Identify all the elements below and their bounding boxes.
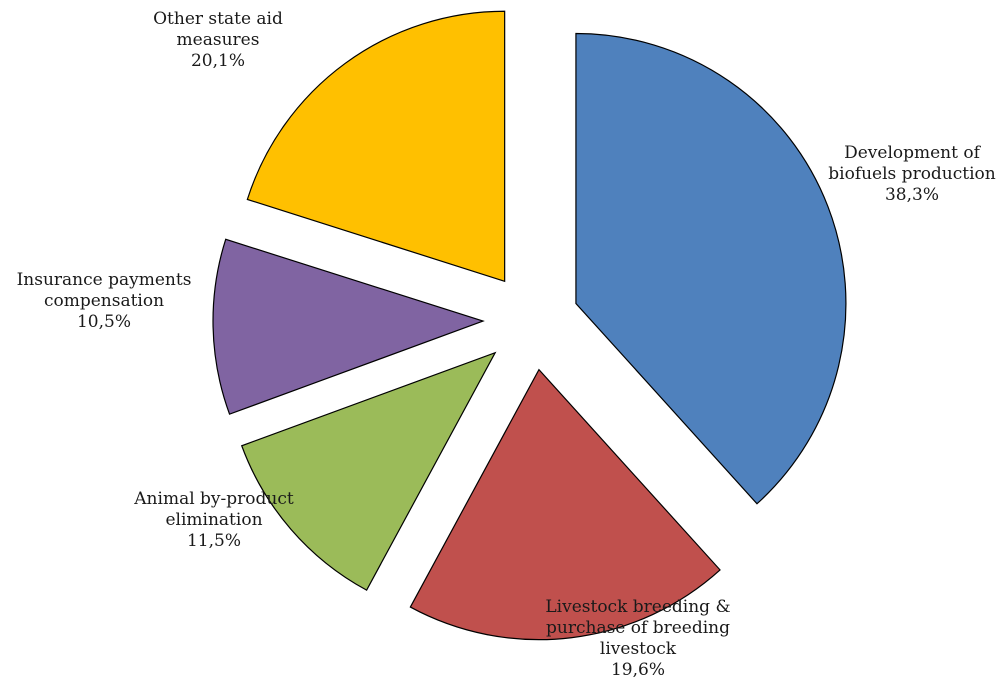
pie-category-label-line: Insurance payments (17, 270, 192, 290)
pie-category-label-line: Other state aid (153, 9, 283, 29)
pie-category-label-line: compensation (44, 291, 164, 311)
pie-category-label-line: livestock (600, 639, 677, 659)
pie-category-label-line: biofuels production (828, 164, 996, 184)
pie-label-development-of-biofuels-production: Development of biofuels production 38,3% (828, 143, 996, 205)
pie-category-label-line: Animal by-product (133, 489, 294, 509)
pie-percent-label: 10,5% (77, 312, 131, 332)
pie-percent-label: 38,3% (885, 185, 939, 205)
pie-slice-other-state-aid-measures (246, 10, 506, 283)
pie-category-label-line: purchase of breeding (546, 618, 730, 638)
pie-category-label-line: measures (177, 30, 260, 50)
pie-percent-label: 11,5% (187, 531, 241, 551)
pie-slices (212, 10, 847, 641)
pie-category-label-line: elimination (165, 510, 262, 530)
pie-category-label-line: Development of (844, 143, 982, 163)
pie-slice-livestock-breeding-and-purchase-of-breeding-livestock (409, 368, 721, 641)
pie-percent-label: 20,1% (191, 51, 245, 71)
pie-label-other-state-aid-measures: Other state aid measures 20,1% (153, 9, 283, 71)
pie-label-insurance-payments-compensation: Insurance payments compensation 10,5% (17, 270, 192, 332)
pie-slice-animal-by-product-elimination (240, 351, 497, 591)
pie-percent-label: 19,6% (611, 660, 665, 680)
pie-slice-insurance-payments-compensation (212, 238, 485, 415)
pie-label-livestock-breeding-and-purchase-of-breeding-livestock: Livestock breeding & purchase of breeding… (545, 597, 730, 680)
pie-slice-development-of-biofuels-production (575, 32, 847, 505)
pie-category-label-line: Livestock breeding & (545, 597, 730, 617)
pie-label-animal-by-product-elimination: Animal by-product elimination 11,5% (133, 489, 294, 551)
pie-labels: Development of biofuels production 38,3% Li… (17, 9, 996, 680)
